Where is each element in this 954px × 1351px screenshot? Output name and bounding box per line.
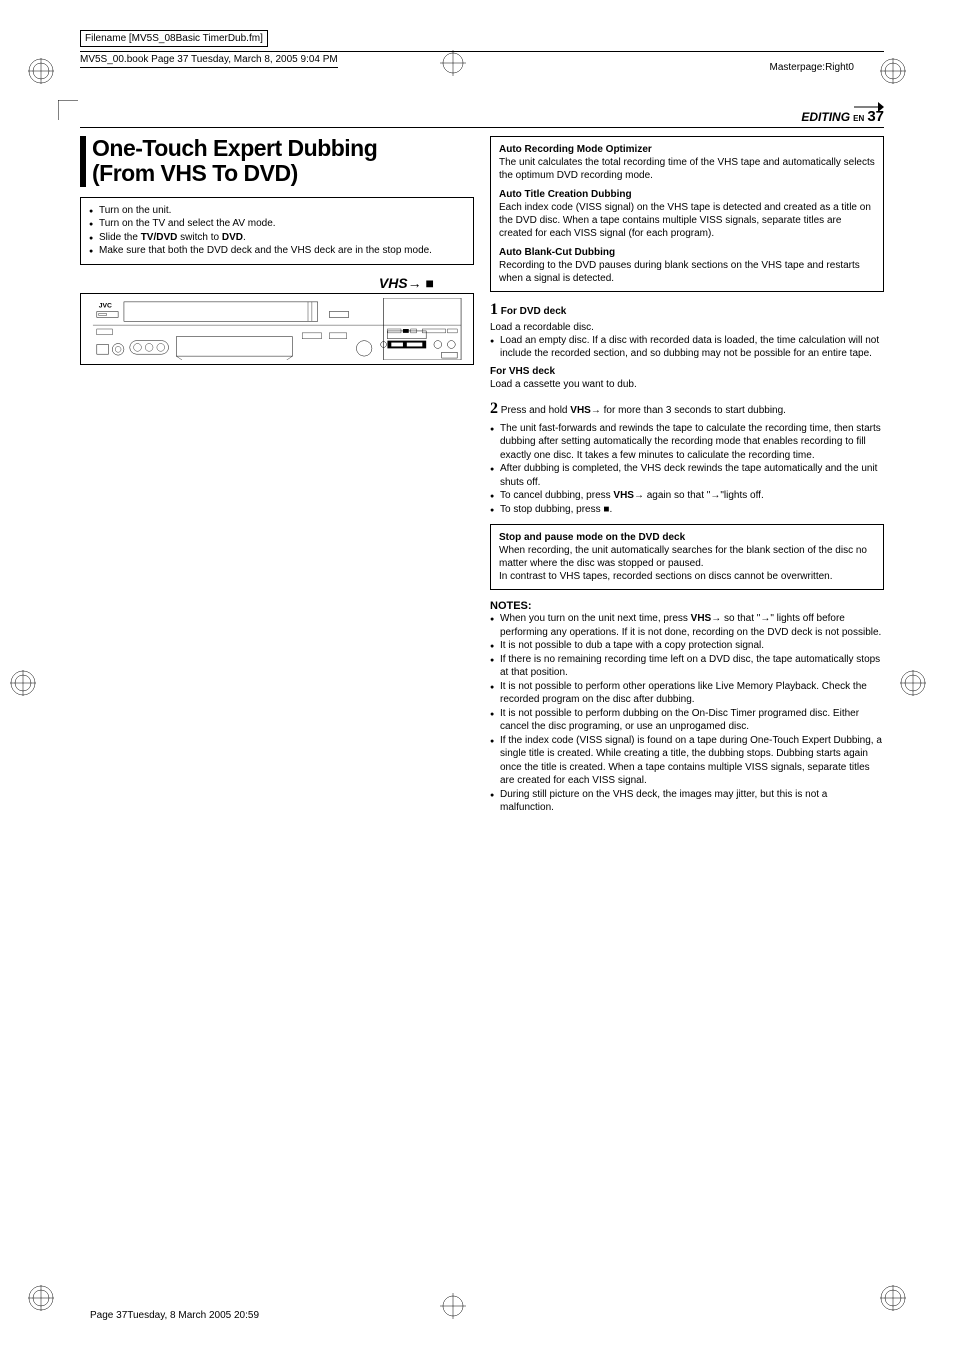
notes-heading: NOTES: [490,600,884,612]
vhs-bold: VHS→ [570,405,601,416]
manual-page: Filename [MV5S_08Basic TimerDub.fm] Mast… [0,0,954,1351]
stopbox-p2: In contrast to VHS tapes, recorded secti… [499,571,833,582]
center-mark-icon [440,1293,466,1319]
section-label: EDITING [801,110,850,124]
step-head: For DVD deck [501,306,567,317]
device-illustration: JVC [80,293,474,365]
brand-text: JVC [99,302,112,309]
title-block: One-Touch Expert Dubbing (From VHS To DV… [80,136,474,187]
step-body: Load a recordable disc. [490,322,594,333]
right-column: Auto Recording Mode Optimizer The unit c… [490,136,884,815]
setup-item: Make sure that both the DVD deck and the… [89,244,465,258]
page-header: EDITING EN 37 [80,108,884,128]
step-head: For VHS deck [490,366,555,377]
step-bullet: The unit fast-forwards and rewinds the t… [490,422,884,463]
title-line2: (From VHS To DVD) [92,160,298,186]
step-bullet: Load an empty disc. If a disc with recor… [490,334,884,361]
registration-mark-icon [880,1285,906,1311]
setup-item: Turn on the TV and select the AV mode. [89,217,465,231]
step-bullet: To cancel dubbing, press VHS→ again so t… [490,489,884,503]
note-item: It is not possible to perform other oper… [490,680,884,707]
registration-mark-icon [28,58,54,84]
filename-text: Filename [MV5S_08Basic TimerDub.fm] [85,33,263,44]
feature-body: The unit calculates the total recording … [499,157,875,181]
step-body: Load a cassette you want to dub. [490,379,637,390]
masterpage-label: Masterpage:Right0 [770,62,855,73]
notes-list: When you turn on the unit next time, pre… [490,612,884,815]
book-line: MV5S_00.book Page 37 Tuesday, March 8, 2… [80,51,884,68]
step-2: 2 Press and hold VHS→ for more than 3 se… [490,399,884,516]
stop-pause-box: Stop and pause mode on the DVD deck When… [490,524,884,590]
note-item: It is not possible to perform dubbing on… [490,707,884,734]
book-text: MV5S_00.book Page 37 Tuesday, March 8, 2… [80,54,338,68]
feature-head: Auto Title Creation Dubbing [499,189,632,200]
step-1: 1 For DVD deck Load a recordable disc. L… [490,300,884,391]
step-body-b: for more than 3 seconds to start dubbing… [601,405,786,416]
setup-item: Slide the TV/DVD switch to DVD. [89,231,465,245]
registration-mark-icon [10,670,36,696]
stopbox-p1: When recording, the unit automatically s… [499,545,867,569]
step-number: 2 [490,400,498,417]
note-item: When you turn on the unit next time, pre… [490,612,884,639]
step-body-a: Press and hold [501,405,571,416]
content-columns: One-Touch Expert Dubbing (From VHS To DV… [80,136,884,815]
vhs-button-label: VHS→ ■ [80,275,474,291]
corner-mark-icon [58,100,78,123]
step-number: 1 [490,301,498,318]
title-line1: One-Touch Expert Dubbing [92,135,377,161]
step-bullet: To stop dubbing, press ■. [490,503,884,517]
note-item: If there is no remaining recording time … [490,653,884,680]
feature-body: Recording to the DVD pauses during blank… [499,260,860,284]
features-box: Auto Recording Mode Optimizer The unit c… [490,136,884,292]
feature-head: Auto Blank-Cut Dubbing [499,247,615,258]
note-item: If the index code (VISS signal) is found… [490,734,884,788]
filename-box: Filename [MV5S_08Basic TimerDub.fm] [80,30,268,47]
step-bullet: After dubbing is completed, the VHS deck… [490,462,884,489]
registration-mark-icon [28,1285,54,1311]
feature-head: Auto Recording Mode Optimizer [499,144,652,155]
setup-item: Turn on the unit. [89,204,465,218]
left-column: One-Touch Expert Dubbing (From VHS To DV… [80,136,474,815]
setup-box: Turn on the unit. Turn on the TV and sel… [80,197,474,265]
arrow-mark-icon [854,100,884,117]
stopbox-head: Stop and pause mode on the DVD deck [499,532,685,543]
footer-stamp: Page 37Tuesday, 8 March 2005 20:59 [90,1310,259,1321]
feature-body: Each index code (VISS signal) on the VHS… [499,202,871,239]
note-item: During still picture on the VHS deck, th… [490,788,884,815]
registration-mark-icon [900,670,926,696]
registration-mark-icon [880,58,906,84]
center-mark-icon [440,50,466,76]
note-item: It is not possible to dub a tape with a … [490,639,884,653]
